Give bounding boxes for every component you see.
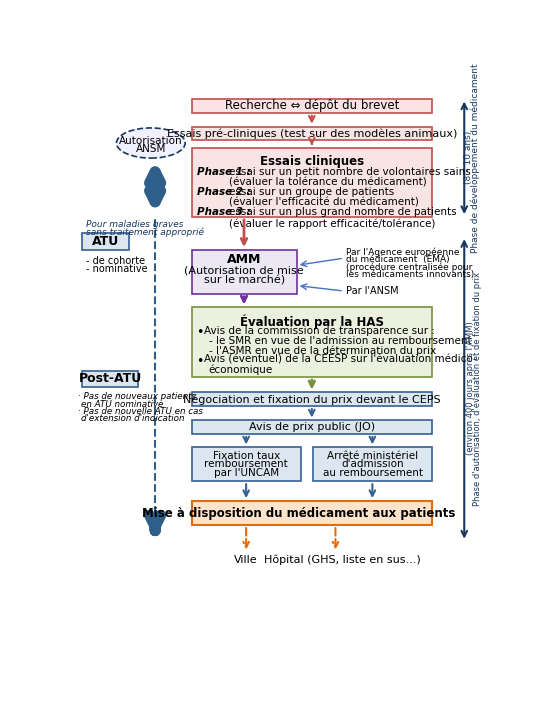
FancyBboxPatch shape xyxy=(192,420,432,434)
Text: Avis de prix public (JO): Avis de prix public (JO) xyxy=(249,422,375,432)
Text: Autorisation: Autorisation xyxy=(119,137,183,147)
FancyBboxPatch shape xyxy=(192,308,432,377)
Text: Négociation et fixation du prix devant le CEPS: Négociation et fixation du prix devant l… xyxy=(183,394,440,404)
Text: Pour maladies graves: Pour maladies graves xyxy=(85,220,183,229)
FancyBboxPatch shape xyxy=(192,149,432,217)
Text: - nominative: - nominative xyxy=(86,263,148,273)
Text: Recherche ⇔ dépôt du brevet: Recherche ⇔ dépôt du brevet xyxy=(224,100,399,112)
Text: Arrêté ministériel: Arrêté ministériel xyxy=(327,451,418,461)
Text: Par l'Agence européenne: Par l'Agence européenne xyxy=(346,248,460,258)
Text: ATU: ATU xyxy=(92,235,119,248)
Text: •: • xyxy=(196,325,203,339)
Text: AMM: AMM xyxy=(227,253,261,266)
Text: (Autorisation de mise: (Autorisation de mise xyxy=(184,265,304,276)
Text: (8 – 10 ans): (8 – 10 ans) xyxy=(464,131,473,184)
Text: ANSM: ANSM xyxy=(136,144,166,154)
FancyBboxPatch shape xyxy=(82,370,138,387)
FancyBboxPatch shape xyxy=(192,99,432,113)
Text: - de cohorte: - de cohorte xyxy=(86,256,146,266)
Text: par l'UNCAM: par l'UNCAM xyxy=(214,468,279,478)
FancyBboxPatch shape xyxy=(192,447,301,481)
Text: d'extension d'indication: d'extension d'indication xyxy=(81,414,185,423)
Text: (évaluer l'efficacité du médicament): (évaluer l'efficacité du médicament) xyxy=(229,198,419,208)
Text: (évaluer la tolérance du médicament): (évaluer la tolérance du médicament) xyxy=(229,177,427,187)
Text: · Pas de nouvelle ATU en cas: · Pas de nouvelle ATU en cas xyxy=(78,407,203,416)
Text: · Pas de nouveaux patients: · Pas de nouveaux patients xyxy=(78,392,196,402)
Text: essai sur un petit nombre de volontaires sains: essai sur un petit nombre de volontaires… xyxy=(229,167,471,177)
Text: en ATU nominative: en ATU nominative xyxy=(81,399,163,409)
FancyBboxPatch shape xyxy=(82,234,129,250)
Text: Avis de la commission de transparence sur :: Avis de la commission de transparence su… xyxy=(204,325,435,335)
Text: Phase 2 :: Phase 2 : xyxy=(197,187,250,197)
Text: économique: économique xyxy=(209,365,273,375)
Text: sur le marché): sur le marché) xyxy=(204,276,285,286)
Text: les médicaments innovants): les médicaments innovants) xyxy=(346,270,474,278)
Text: Avis (éventuel) de la CEESP sur l'évaluation médico-: Avis (éventuel) de la CEESP sur l'évalua… xyxy=(204,355,476,365)
Text: Évaluation par la HAS: Évaluation par la HAS xyxy=(240,314,384,328)
Text: Fixation taux: Fixation taux xyxy=(213,451,280,461)
Ellipse shape xyxy=(116,128,185,158)
Text: au remboursement: au remboursement xyxy=(322,468,423,478)
Text: Phase 1 :: Phase 1 : xyxy=(197,167,250,177)
Text: (procédure centralisée pour: (procédure centralisée pour xyxy=(346,262,473,272)
Text: Essais pré-cliniques (test sur des modèles animaux): Essais pré-cliniques (test sur des modèl… xyxy=(167,128,457,139)
Text: du médicament  (EMA): du médicament (EMA) xyxy=(346,256,450,264)
Text: remboursement: remboursement xyxy=(204,459,288,469)
Text: Phase d'autorisation, d'évaluation et de fixation du prix: Phase d'autorisation, d'évaluation et de… xyxy=(473,271,482,506)
Text: Mise à disposition du médicament aux patients: Mise à disposition du médicament aux pat… xyxy=(142,506,455,520)
FancyBboxPatch shape xyxy=(192,250,297,294)
Text: Post-ATU: Post-ATU xyxy=(79,372,142,385)
Text: sans traitement approprié: sans traitement approprié xyxy=(85,227,203,237)
Text: - le SMR en vue de l'admission au remboursement: - le SMR en vue de l'admission au rembou… xyxy=(209,336,471,346)
Text: essai sur un plus grand nombre de patients: essai sur un plus grand nombre de patien… xyxy=(229,207,456,217)
FancyBboxPatch shape xyxy=(192,501,432,525)
Text: (environ 400 jours après l'AMM): (environ 400 jours après l'AMM) xyxy=(466,322,475,456)
Text: Hôpital (GHS, liste en sus...): Hôpital (GHS, liste en sus...) xyxy=(264,555,420,565)
Text: (évaluer le rapport efficacité/tolérance): (évaluer le rapport efficacité/tolérance… xyxy=(229,218,435,229)
FancyBboxPatch shape xyxy=(313,447,432,481)
Text: essai sur un groupe de patients: essai sur un groupe de patients xyxy=(229,187,394,197)
Text: d'admission: d'admission xyxy=(341,459,404,469)
FancyBboxPatch shape xyxy=(192,392,432,406)
FancyBboxPatch shape xyxy=(192,127,432,140)
Text: Par l'ANSM: Par l'ANSM xyxy=(346,286,399,296)
Text: Ville: Ville xyxy=(234,555,258,565)
Text: Phase 3 :: Phase 3 : xyxy=(197,207,250,217)
Text: - l'ASMR en vue de la détermination du prix: - l'ASMR en vue de la détermination du p… xyxy=(209,345,436,356)
Text: Phase de développement du médicament: Phase de développement du médicament xyxy=(470,63,480,253)
Text: •: • xyxy=(196,355,203,367)
Text: Essais cliniques: Essais cliniques xyxy=(260,155,364,168)
